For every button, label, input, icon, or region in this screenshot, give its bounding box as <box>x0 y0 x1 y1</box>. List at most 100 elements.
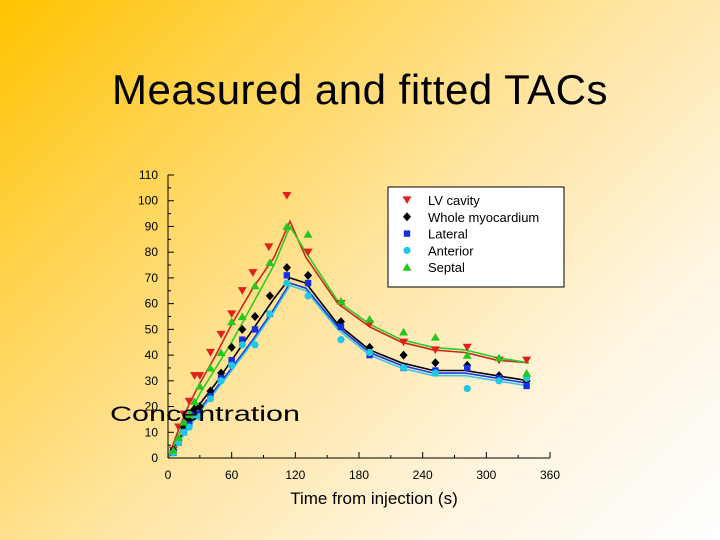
y-tick-label: 50 <box>145 322 159 336</box>
point-septal <box>227 317 237 326</box>
point-anterior <box>283 279 291 287</box>
point-whole-myocardium <box>304 270 313 280</box>
point-septal <box>190 397 200 405</box>
point-anterior <box>463 384 471 393</box>
legend: LV cavity Whole myocardium LateralAnterior… <box>387 186 565 288</box>
point-anterior <box>180 428 188 436</box>
legend-label-lv-cavity: LV cavity <box>428 193 480 208</box>
slide-title: Measured and fitted TACs <box>111 66 609 113</box>
point-lateral <box>251 326 259 333</box>
point-anterior <box>366 348 374 357</box>
point-septal <box>430 333 440 341</box>
legend-marker-lv-cavity <box>402 196 412 205</box>
point-septal <box>365 315 375 323</box>
point-septal <box>195 381 205 390</box>
y-axis-title: Concentration <box>110 403 300 426</box>
legend-marker-whole-myocardium <box>402 212 412 222</box>
point-septal <box>184 410 194 418</box>
legend-label-whole-myocardium: Whole myocardium <box>428 210 539 225</box>
legend-label-anterior: Anterior <box>428 243 474 258</box>
point-anterior <box>399 364 408 372</box>
point-anterior <box>431 369 439 377</box>
point-septal <box>205 363 215 372</box>
point-whole-myocardium <box>250 312 260 321</box>
point-septal <box>265 258 275 267</box>
data-points <box>168 191 532 457</box>
point-lateral <box>304 279 312 287</box>
point-septal <box>336 297 346 305</box>
point-anterior <box>238 341 246 349</box>
fit-line-lv-cavity <box>167 219 529 459</box>
y-tick-label: 110 <box>139 168 158 182</box>
point-whole-myocardium <box>399 350 408 360</box>
x-axis-title: Time from injection (s) <box>290 489 458 508</box>
point-whole-myocardium <box>227 342 236 352</box>
point-anterior <box>206 395 215 403</box>
point-lv-cavity <box>227 310 237 318</box>
point-anterior <box>217 377 225 385</box>
point-whole-myocardium <box>282 263 291 273</box>
point-whole-myocardium <box>431 358 440 368</box>
point-lv-cavity <box>216 330 226 339</box>
point-lateral <box>283 272 291 279</box>
point-anterior <box>228 361 236 369</box>
point-lv-cavity <box>522 356 532 365</box>
legend-marker-septal <box>402 263 412 271</box>
point-septal <box>174 433 184 442</box>
point-whole-myocardium <box>238 324 247 334</box>
point-septal <box>250 281 260 290</box>
point-lateral <box>523 382 530 390</box>
point-septal <box>522 369 532 377</box>
point-lv-cavity <box>195 372 205 380</box>
x-tick-label: 240 <box>413 468 433 482</box>
point-whole-myocardium <box>265 291 274 301</box>
point-anterior <box>251 341 259 349</box>
x-tick-label: 60 <box>225 468 239 482</box>
x-tick-label: 120 <box>285 468 305 482</box>
point-lv-cavity <box>462 343 472 352</box>
point-septal <box>282 222 292 231</box>
legend-marker-lateral <box>403 230 411 237</box>
point-whole-myocardium <box>217 368 226 378</box>
point-anterior <box>266 310 274 318</box>
fit-line-whole-myocardium <box>167 276 529 459</box>
point-septal <box>494 353 504 362</box>
point-lv-cavity <box>399 338 409 347</box>
point-septal <box>168 446 178 454</box>
point-lv-cavity <box>179 410 189 419</box>
x-tick-label: 300 <box>476 468 496 482</box>
point-septal <box>179 417 189 426</box>
point-septal <box>237 312 247 321</box>
x-tick-label: 360 <box>540 468 560 482</box>
y-tick-label: 90 <box>145 219 159 233</box>
y-tick-label: 80 <box>145 245 159 259</box>
y-tick-label: 70 <box>145 271 159 285</box>
point-anterior <box>304 292 312 300</box>
legend-box <box>387 186 565 288</box>
point-lateral <box>464 364 471 372</box>
point-anterior <box>190 413 199 421</box>
point-anterior <box>337 336 345 344</box>
point-anterior <box>196 413 204 421</box>
y-tick-label: 30 <box>145 374 159 388</box>
point-lateral <box>228 357 235 364</box>
x-tick-label: 180 <box>349 468 369 482</box>
axis-ticks <box>167 174 551 459</box>
point-whole-myocardium <box>206 386 215 396</box>
point-lv-cavity <box>248 269 258 277</box>
y-tick-label: 0 <box>151 451 158 465</box>
point-lv-cavity <box>237 287 247 295</box>
y-tick-label: 40 <box>145 348 159 362</box>
point-lv-cavity <box>205 348 215 357</box>
legend-label-septal: Septal <box>428 260 465 275</box>
x-tick-label: 0 <box>165 468 172 482</box>
point-lv-cavity <box>282 191 292 200</box>
legend-label-lateral: Lateral <box>428 227 468 242</box>
tick-labels: 0 10 20 30 40 50 60 70 80 90 100 110 0 60 120 180 240 300… <box>138 168 560 482</box>
point-anterior <box>495 377 503 385</box>
point-lv-cavity <box>264 243 274 252</box>
point-septal <box>462 351 472 359</box>
point-septal <box>303 230 313 238</box>
y-tick-label: 100 <box>138 194 158 208</box>
